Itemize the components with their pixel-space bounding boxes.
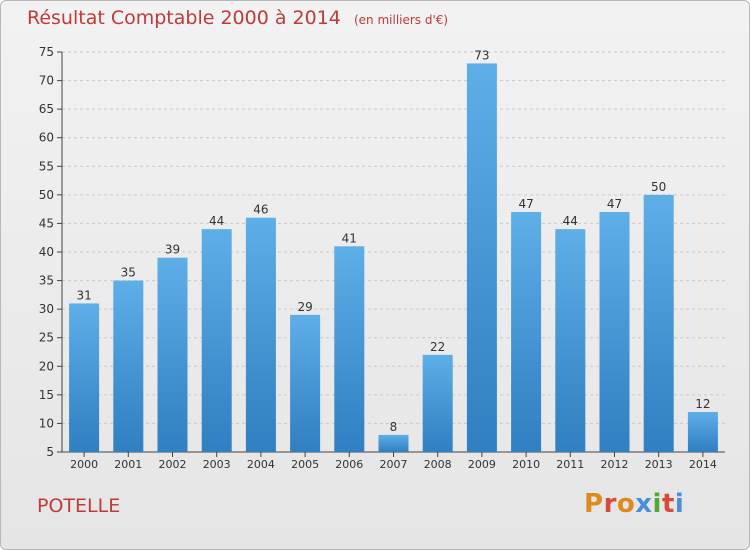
y-tick-label: 25 (39, 331, 54, 345)
y-tick-label: 15 (39, 388, 54, 402)
unit-text: (en milliers d'€) (353, 13, 449, 27)
x-tick-label: 2013 (645, 458, 673, 471)
logo-letter: i (674, 489, 685, 519)
logo-letter: t (661, 489, 675, 519)
value-label: 29 (297, 300, 312, 314)
bar (422, 354, 453, 452)
x-tick-label: 2010 (512, 458, 540, 471)
x-tick-label: 2007 (380, 458, 408, 471)
y-tick-label: 35 (39, 274, 54, 288)
x-tick-label: 2008 (424, 458, 452, 471)
bar (290, 314, 321, 452)
y-tick-label: 30 (39, 302, 54, 316)
value-label: 41 (342, 231, 357, 245)
bar (643, 194, 674, 452)
proxiti-logo[interactable]: Proxiti (584, 489, 684, 519)
x-tick-label: 2012 (601, 458, 629, 471)
bar (599, 212, 630, 452)
commune-name: POTELLE (37, 495, 121, 517)
y-tick-label: 40 (39, 245, 54, 259)
bar (245, 217, 276, 452)
bar (687, 412, 718, 452)
labels: 5 10 15 20 25 30 35 40 45 50 55 60 65 70 75 31 2000 35 200… (39, 45, 717, 471)
chart-title: Résultat Comptable 2000 à 2014 (en milli… (27, 7, 448, 29)
bar (69, 303, 100, 452)
value-label: 22 (430, 340, 445, 354)
value-label: 8 (390, 420, 398, 434)
value-label: 47 (607, 197, 622, 211)
value-label: 73 (474, 48, 489, 62)
bar (466, 63, 497, 453)
logo-letter: r (603, 489, 617, 519)
x-tick-label: 2009 (468, 458, 496, 471)
y-tick-label: 45 (39, 216, 54, 230)
x-tick-label: 2003 (203, 458, 231, 471)
x-tick-label: 2000 (70, 458, 98, 471)
y-tick-label: 65 (39, 102, 54, 116)
bar (555, 229, 586, 452)
value-label: 47 (518, 197, 533, 211)
value-label: 46 (253, 203, 268, 217)
y-tick-label: 5 (46, 445, 54, 459)
x-tick-label: 2011 (556, 458, 584, 471)
x-tick-label: 2014 (689, 458, 717, 471)
logo-letter: i (652, 489, 662, 519)
y-tick-label: 70 (39, 74, 54, 88)
logo-letter: o (616, 489, 636, 519)
title-text: Résultat Comptable 2000 à 2014 (27, 7, 341, 29)
value-label: 35 (121, 266, 136, 280)
y-tick-label: 10 (39, 416, 54, 430)
bar (113, 280, 144, 452)
value-label: 31 (76, 288, 91, 302)
bar (378, 434, 409, 452)
logo-letter: x (635, 489, 653, 519)
value-label: 44 (563, 214, 578, 228)
value-label: 50 (651, 180, 666, 194)
x-tick-label: 2006 (335, 458, 363, 471)
bar (334, 246, 365, 452)
logo-letter: P (584, 489, 604, 519)
y-tick-label: 20 (39, 359, 54, 373)
x-tick-label: 2001 (114, 458, 142, 471)
y-tick-label: 55 (39, 159, 54, 173)
bar (511, 212, 542, 452)
bar (201, 229, 232, 452)
bar (157, 257, 188, 452)
x-tick-label: 2005 (291, 458, 319, 471)
y-tick-label: 75 (39, 45, 54, 59)
x-tick-label: 2002 (159, 458, 187, 471)
bars (69, 63, 718, 453)
value-label: 12 (695, 397, 710, 411)
value-label: 44 (209, 214, 224, 228)
y-tick-label: 50 (39, 188, 54, 202)
value-label: 39 (165, 243, 180, 257)
y-tick-label: 60 (39, 131, 54, 145)
x-tick-label: 2004 (247, 458, 275, 471)
